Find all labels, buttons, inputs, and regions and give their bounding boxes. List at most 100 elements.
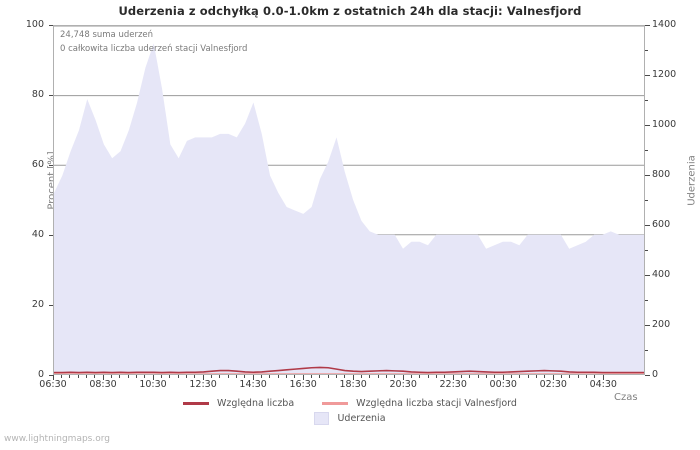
axis-tick-mark (169, 375, 171, 378)
legend-label: Względna liczba stacji Valnesfjord (356, 398, 517, 409)
axis-tick-mark (569, 375, 571, 378)
y-tick-right: 800 (652, 169, 671, 180)
legend-label: Względna liczba (217, 398, 295, 409)
x-tick: 20:30 (389, 379, 417, 390)
x-tick: 08:30 (89, 379, 117, 390)
x-tick: 02:30 (539, 379, 567, 390)
line-series (54, 366, 644, 374)
axis-tick-mark (645, 224, 650, 226)
axis-tick-mark (645, 299, 648, 301)
axis-tick-mark (152, 375, 154, 380)
plot-area: 24,748 suma uderzeń 0 całkowita liczba u… (53, 25, 645, 375)
legend-row-area: Uderzenia (0, 411, 700, 426)
annotation-station-strokes: 0 całkowita liczba uderzeń stacji Valnes… (60, 44, 248, 54)
x-tick: 06:30 (39, 379, 67, 390)
legend-item-wzgledna-liczba-stacji[interactable]: Względna liczba stacji Valnesfjord (322, 398, 517, 409)
axis-tick-mark (310, 375, 312, 378)
chart-title: Uderzenia z odchyłką 0.0-1.0km z ostatni… (118, 4, 582, 18)
axis-tick-mark (645, 24, 650, 26)
axis-tick-mark (110, 375, 112, 378)
x-tick: 12:30 (189, 379, 217, 390)
legend-line-marker (183, 402, 210, 405)
axis-tick-mark (185, 375, 187, 378)
axis-tick-mark (494, 375, 496, 378)
axis-tick-mark (561, 375, 563, 378)
axis-tick-mark (52, 375, 54, 380)
axis-tick-mark (269, 375, 271, 378)
y-tick-right: 400 (652, 269, 671, 280)
axis-tick-mark (49, 234, 53, 236)
chart-legend: Względna liczba Względna liczba stacji V… (0, 396, 700, 426)
axis-tick-mark (645, 99, 648, 101)
y-tick-right: 200 (652, 319, 671, 330)
y-tick-right: 1000 (652, 119, 677, 130)
axis-tick-mark (344, 375, 346, 378)
axis-tick-mark (361, 375, 362, 378)
y-tick-right: 1200 (652, 69, 677, 80)
axis-tick-mark (119, 375, 121, 378)
axis-tick-mark (645, 174, 650, 176)
axis-tick-mark (527, 375, 529, 378)
y-tick-left: 40 (31, 229, 44, 240)
y-tick-left: 20 (31, 299, 44, 310)
axis-tick-mark (210, 375, 212, 378)
x-tick: 00:30 (489, 379, 517, 390)
plot-svg (54, 26, 644, 374)
axis-tick-mark (469, 375, 471, 378)
legend-item-wzgledna-liczba[interactable]: Względna liczba (183, 398, 294, 409)
axis-tick-mark (377, 375, 379, 378)
axis-tick-mark (285, 375, 287, 378)
y-tick-left: 60 (31, 159, 44, 170)
axis-tick-mark (645, 249, 648, 251)
axis-tick-mark (327, 375, 329, 378)
axis-tick-mark (386, 375, 388, 378)
axis-tick-mark (127, 375, 129, 378)
axis-tick-mark (135, 375, 137, 378)
axis-tick-mark (49, 24, 53, 26)
axis-tick-mark (645, 49, 648, 51)
axis-tick-mark (194, 375, 196, 378)
axis-tick-mark (402, 375, 404, 380)
axis-tick-mark (419, 375, 421, 378)
axis-tick-mark (594, 375, 596, 378)
axis-tick-mark (544, 375, 546, 378)
axis-tick-mark (277, 375, 279, 378)
axis-tick-mark (645, 74, 650, 76)
axis-tick-mark (77, 375, 79, 378)
axis-tick-mark (160, 375, 162, 378)
axis-tick-mark (144, 375, 146, 378)
axis-tick-mark (49, 164, 53, 166)
legend-item-uderzenia[interactable]: Uderzenia (314, 412, 386, 425)
axis-tick-mark (94, 375, 96, 378)
axis-tick-mark (502, 375, 504, 380)
axis-tick-mark (552, 375, 554, 380)
axis-tick-mark (486, 375, 488, 378)
y-tick-right: 0 (652, 369, 659, 380)
y-tick-left: 0 (37, 369, 44, 380)
axis-tick-mark (177, 375, 179, 378)
y-tick-right: 600 (652, 219, 671, 230)
axis-tick-mark (586, 375, 588, 378)
axis-tick-mark (369, 375, 371, 378)
axis-tick-mark (602, 375, 604, 380)
x-axis-label: Czas (614, 392, 638, 403)
axis-tick-mark (645, 324, 650, 326)
axis-tick-mark (49, 304, 53, 306)
axis-tick-mark (461, 375, 463, 378)
axis-tick-mark (519, 375, 521, 378)
x-tick: 10:30 (139, 379, 167, 390)
axis-tick-mark (645, 199, 648, 201)
axis-tick-mark (202, 375, 204, 380)
axis-tick-mark (102, 375, 104, 380)
axis-tick-mark (260, 375, 262, 378)
axis-tick-mark (294, 375, 296, 378)
axis-tick-mark (319, 375, 321, 378)
axis-tick-mark (577, 375, 579, 378)
axis-tick-mark (49, 94, 53, 96)
axis-tick-mark (69, 375, 71, 378)
axis-tick-mark (352, 375, 354, 380)
y-tick-right: 1400 (652, 19, 677, 30)
annotation-total-strokes: 24,748 suma uderzeń (60, 30, 154, 40)
y-tick-left: 80 (31, 89, 44, 100)
